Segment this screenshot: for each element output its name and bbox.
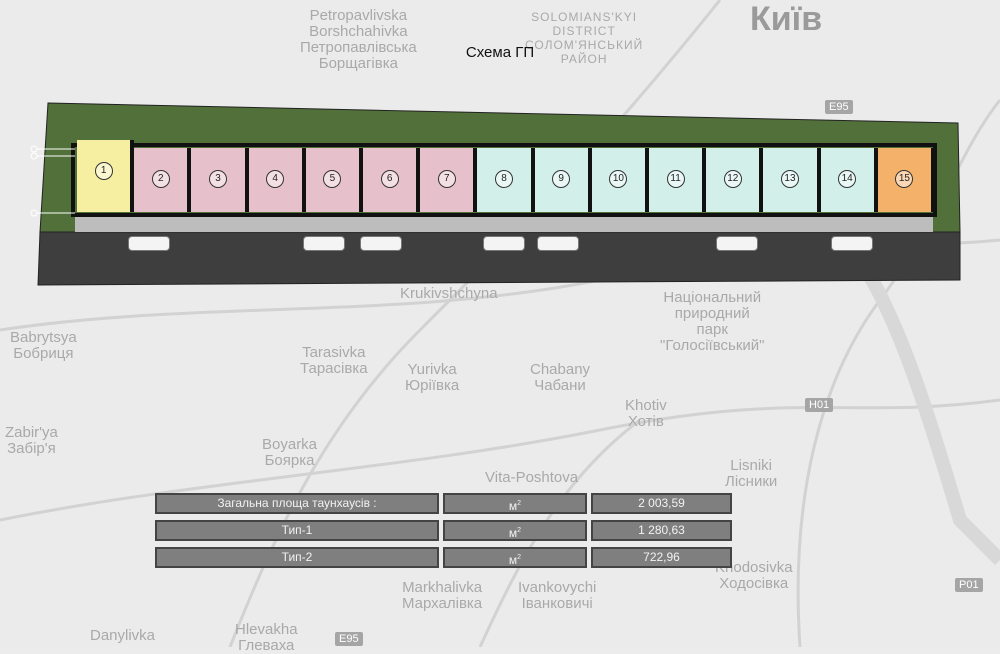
map-place-label: SOLOMIANS'KYI DISTRICT СОЛОМ'ЯНСЬКИЙ РАЙ… bbox=[525, 10, 644, 66]
dimension-marks bbox=[30, 145, 75, 217]
car-icon bbox=[716, 236, 758, 251]
map-place-label: Tarasivka Тарасівка bbox=[300, 344, 368, 377]
row-label: Загальна площа таунхаусів : bbox=[155, 493, 439, 514]
table-row: Загальна площа таунхаусів : м2 2 003,59 bbox=[155, 493, 732, 514]
row-unit: м2 bbox=[443, 493, 587, 514]
townhouse-unit-14[interactable]: 14 bbox=[820, 148, 878, 212]
plan-title: Схема ГП bbox=[465, 44, 535, 61]
unit-text: м bbox=[508, 526, 518, 540]
unit-exponent: 2 bbox=[517, 554, 522, 561]
map-place-label: Hlevakha Глеваха bbox=[235, 621, 298, 654]
area-summary-table: Загальна площа таунхаусів : м2 2 003,59 Тип… bbox=[155, 493, 732, 574]
unit-text: м bbox=[508, 499, 518, 513]
townhouse-unit-10[interactable]: 10 bbox=[591, 148, 649, 212]
table-row: Тип-1 м2 1 280,63 bbox=[155, 520, 732, 541]
unit-number: 6 bbox=[380, 170, 399, 188]
unit-number: 9 bbox=[552, 170, 571, 188]
unit-exponent: 2 bbox=[517, 527, 522, 534]
row-label: Тип-2 bbox=[155, 547, 439, 568]
townhouse-unit-5[interactable]: 5 bbox=[305, 148, 363, 212]
table-row: Тип-2 м2 722,96 bbox=[155, 547, 732, 568]
map-place-label: Chabany Чабани bbox=[530, 361, 591, 394]
map-place-label: Petropavlivska Borshchahivka Петропавлів… bbox=[300, 7, 417, 72]
car-icon bbox=[483, 236, 525, 251]
unit-number: 12 bbox=[723, 170, 742, 188]
map-place-label: Khotiv Хотів bbox=[625, 397, 667, 430]
unit-number: 4 bbox=[266, 170, 285, 188]
townhouse-unit-13[interactable]: 13 bbox=[763, 148, 821, 212]
unit-exponent: 2 bbox=[517, 500, 522, 507]
map-place-label: Київ bbox=[750, 0, 823, 38]
townhouse-unit-2[interactable]: 2 bbox=[134, 148, 192, 212]
map-place-label: Yurivka Юріївка bbox=[405, 361, 460, 394]
unit-number: 3 bbox=[208, 170, 227, 188]
row-value: 722,96 bbox=[591, 547, 732, 568]
unit-number: 11 bbox=[666, 170, 685, 188]
row-unit: м2 bbox=[443, 520, 587, 541]
map-place-label: Lisniki Лісники bbox=[725, 457, 778, 490]
road-shield-label: H01 bbox=[805, 398, 834, 412]
map-place-label: Markhalivka Мархалівка bbox=[402, 579, 483, 612]
unit-number: 14 bbox=[838, 170, 857, 188]
car-icon bbox=[537, 236, 579, 251]
row-label: Тип-1 bbox=[155, 520, 439, 541]
unit-text: м bbox=[508, 553, 518, 567]
townhouse-unit-3[interactable]: 3 bbox=[191, 148, 249, 212]
car-icon bbox=[128, 236, 170, 251]
townhouse-unit-4[interactable]: 4 bbox=[248, 148, 306, 212]
unit-number: 1 bbox=[94, 162, 113, 180]
row-unit: м2 bbox=[443, 547, 587, 568]
car-icon bbox=[831, 236, 873, 251]
unit-number: 13 bbox=[780, 170, 799, 188]
townhouse-unit-15[interactable]: 15 bbox=[877, 148, 935, 212]
unit-number: 8 bbox=[494, 170, 513, 188]
map-place-label: Khodosivka Ходосівка bbox=[715, 559, 793, 592]
townhouse-unit-1[interactable]: 1 bbox=[77, 140, 135, 212]
row-value: 1 280,63 bbox=[591, 520, 732, 541]
unit-number: 10 bbox=[609, 170, 628, 188]
townhouse-unit-8[interactable]: 8 bbox=[477, 148, 535, 212]
unit-number: 5 bbox=[323, 170, 342, 188]
building-wall bbox=[71, 143, 937, 217]
townhouse-unit-9[interactable]: 9 bbox=[534, 148, 592, 212]
unit-number: 15 bbox=[895, 170, 914, 188]
road-shield-label: P01 bbox=[955, 578, 983, 592]
unit-number: 7 bbox=[437, 170, 456, 188]
car-icon bbox=[303, 236, 345, 251]
car-icon bbox=[360, 236, 402, 251]
road-shield-label: E95 bbox=[335, 632, 363, 646]
map-place-label: Національний природний парк "Голосіївськ… bbox=[660, 289, 765, 354]
map-place-label: Zabir'ya Забір'я bbox=[5, 424, 58, 457]
paving-strip bbox=[75, 214, 933, 232]
road-shield-label: E95 bbox=[825, 100, 853, 114]
map-place-label: Krukivshchyna bbox=[400, 285, 498, 302]
map-place-label: Danylivka bbox=[90, 627, 156, 644]
map-place-label: Ivankovychi Іванковичі bbox=[518, 579, 597, 612]
map-place-label: Boyarka Боярка bbox=[262, 436, 318, 469]
townhouse-unit-6[interactable]: 6 bbox=[363, 148, 421, 212]
townhouse-unit-11[interactable]: 11 bbox=[649, 148, 707, 212]
unit-number: 2 bbox=[151, 170, 170, 188]
townhouse-unit-7[interactable]: 7 bbox=[420, 148, 478, 212]
map-place-label: Babrytsya Бобриця bbox=[10, 329, 77, 362]
row-value: 2 003,59 bbox=[591, 493, 732, 514]
map-place-label: Vita-Poshtova bbox=[485, 469, 579, 486]
townhouse-unit-12[interactable]: 12 bbox=[706, 148, 764, 212]
